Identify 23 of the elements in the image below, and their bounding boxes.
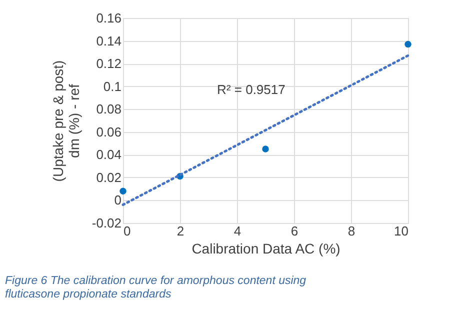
y-tick-label: 0.1 xyxy=(103,78,122,94)
point xyxy=(404,40,412,48)
y-tick-label: 0.16 xyxy=(96,10,122,26)
x-tick-label: 0 xyxy=(124,224,131,238)
y-tick-label: 0.06 xyxy=(96,124,122,140)
y-tick-label: 0.14 xyxy=(96,33,122,48)
x-tick-label: 6 xyxy=(290,224,298,238)
annotation: R² = 0.9517 xyxy=(217,82,286,97)
y-tick-label: 0 xyxy=(114,192,122,208)
x-tick-label: 10 xyxy=(394,224,408,238)
point xyxy=(262,146,269,152)
y-tick-label: 0.12 xyxy=(96,56,122,72)
x-axis-title: Calibration Data AC (%) xyxy=(192,240,340,256)
caption: Figure 6 The calibration curve for amorphous content using fluticasone propionate standards xyxy=(5,275,307,300)
y-tick-label: 0.04 xyxy=(96,147,122,162)
y-axis-title: (Uptake pre & post) dm (%) - ref xyxy=(50,60,82,182)
y-tick-label: -0.02 xyxy=(92,216,122,230)
x-tick-label: 4 xyxy=(234,224,242,238)
y-tick-label: 0.02 xyxy=(96,170,122,185)
point xyxy=(120,188,126,194)
y-tick-label: 0.08 xyxy=(96,102,122,117)
x-tick-label: 8 xyxy=(348,224,356,238)
x-tick-label: 2 xyxy=(176,224,184,238)
